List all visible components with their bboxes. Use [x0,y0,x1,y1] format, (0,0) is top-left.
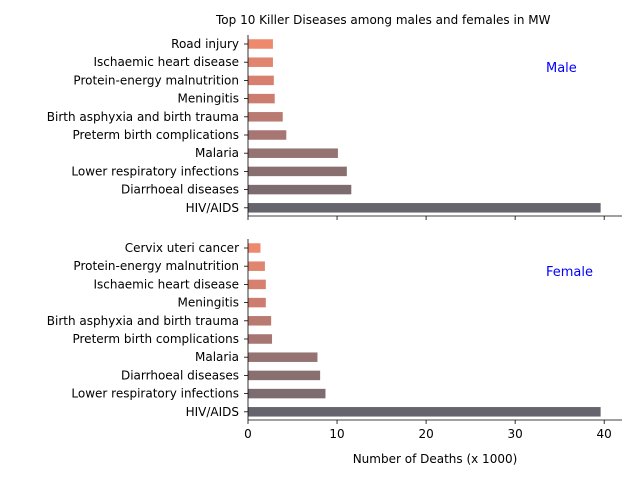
x-tick-label: 0 [244,427,252,441]
panel-0: Road injury Ischaemic heart disease Protei… [47,35,622,220]
y-tick-label: HIV/AIDS [186,201,239,215]
y-tick-label: Ischaemic heart disease [93,55,239,69]
bar [248,370,321,381]
bar [248,75,274,86]
y-tick-label: Protein-energy malnutrition [73,73,239,87]
y-tick-label: Birth asphyxia and birth trauma [47,314,239,328]
y-tick-label: Road injury [171,37,239,51]
bar [248,203,601,213]
bar [248,148,338,158]
y-tick-label: Preterm birth complications [72,332,239,346]
bar [248,39,273,49]
bar [248,407,601,417]
bar [248,261,265,271]
bar [248,57,273,67]
bar [248,388,326,399]
y-tick-label: Diarrhoeal diseases [121,183,239,197]
y-tick-label: Protein-energy malnutrition [73,259,239,273]
bar [248,279,266,290]
bar [248,243,261,253]
bar [248,93,275,104]
y-tick-label: Meningitis [177,92,239,106]
chart-title: Top 10 Killer Diseases among males and f… [215,13,551,27]
bar [248,334,273,344]
y-tick-label: Lower respiratory infections [71,164,239,178]
bar [248,112,283,122]
panel-annotation: Female [546,265,593,280]
x-tick-label: 30 [508,427,523,441]
y-tick-label: HIV/AIDS [186,405,239,419]
x-tick-label: 20 [418,427,433,441]
bar [248,130,287,140]
chart-panels: Road injury Ischaemic heart disease Protei… [47,35,622,424]
y-tick-label: Cervix uteri cancer [125,241,239,255]
bar [248,297,266,308]
y-tick-label: Malaria [195,350,239,364]
panel-annotation: Male [546,61,577,76]
bar [248,166,347,177]
x-tick-label: 40 [597,427,612,441]
y-tick-label: Birth asphyxia and birth trauma [47,110,239,124]
bar [248,184,352,195]
x-axis: 0 10 20 30 40 [244,427,612,441]
y-tick-label: Lower respiratory infections [71,387,239,401]
panel-1: Cervix uteri cancer Protein-energy malnut… [47,239,622,424]
bar [248,316,272,326]
y-tick-label: Ischaemic heart disease [93,277,239,291]
x-tick-label: 10 [329,427,344,441]
y-tick-label: Meningitis [177,296,239,310]
x-axis-label: Number of Deaths (x 1000) [353,452,518,466]
y-tick-label: Malaria [195,146,239,160]
y-tick-label: Diarrhoeal diseases [121,368,239,382]
y-tick-label: Preterm birth complications [72,128,239,142]
bar [248,352,318,362]
